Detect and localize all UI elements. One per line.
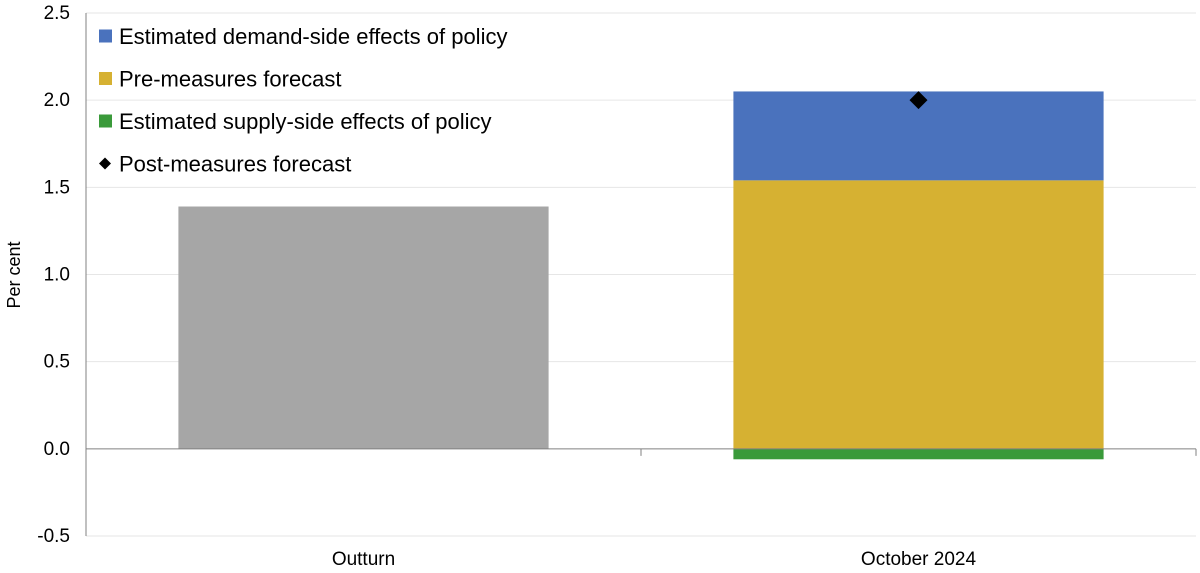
y-tick-label: 1.5 bbox=[44, 177, 70, 198]
legend-label: Estimated demand-side effects of policy bbox=[119, 24, 507, 49]
legend-label: Post-measures forecast bbox=[119, 152, 351, 177]
bars bbox=[178, 91, 1104, 460]
markers bbox=[909, 91, 928, 110]
legend-marker-diamond bbox=[99, 157, 111, 170]
bar-estimated-supply-side-effects-of-policy bbox=[733, 448, 1104, 460]
legend-swatch bbox=[99, 114, 112, 128]
bar-pre-measures-forecast bbox=[733, 180, 1104, 449]
legend-label: Estimated supply-side effects of policy bbox=[119, 109, 492, 134]
y-tick-label: -0.5 bbox=[37, 526, 70, 547]
y-axis-title: Per cent bbox=[4, 241, 24, 308]
y-tick-label: 2.5 bbox=[44, 3, 70, 24]
legend: Estimated demand-side effects of policy P… bbox=[99, 24, 507, 177]
y-tick-label: 1.0 bbox=[44, 265, 70, 286]
marker-post-measures-forecast bbox=[909, 91, 928, 110]
y-tick-label: 2.0 bbox=[44, 90, 70, 111]
y-tick-label: 0.0 bbox=[44, 439, 70, 460]
legend-swatch bbox=[99, 72, 112, 85]
y-tick-label: 0.5 bbox=[44, 352, 70, 373]
x-category-label: October 2024 bbox=[861, 549, 977, 570]
bar-outturn bbox=[178, 206, 549, 449]
x-category-label: Outturn bbox=[332, 549, 395, 570]
legend-label: Pre-measures forecast bbox=[119, 67, 342, 92]
axes: -0.5 0.0 0.5 1.0 1.5 2.0 2.5 Outturn October 202… bbox=[37, 3, 1197, 570]
legend-swatch bbox=[99, 29, 112, 43]
